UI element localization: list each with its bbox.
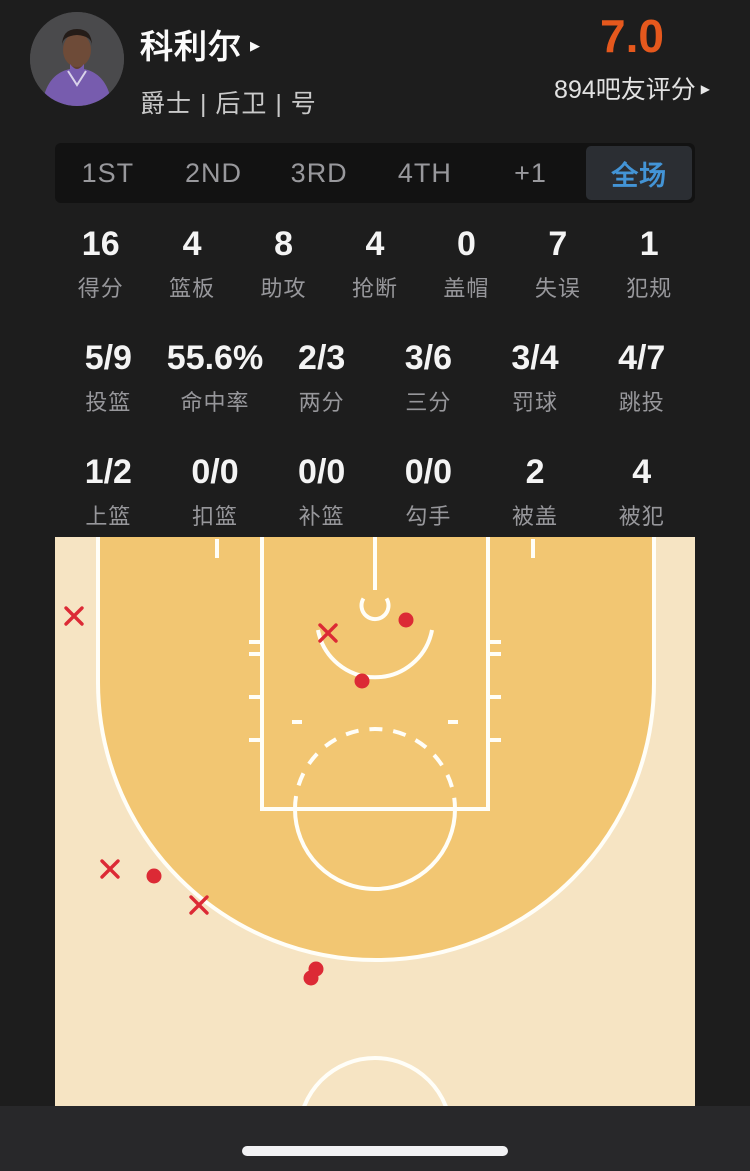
halfcourt-diagram — [55, 537, 695, 1106]
quarter-tabbar: 1ST 2ND 3RD 4TH +1 全场 — [55, 143, 695, 203]
bottom-bar — [0, 1106, 750, 1171]
name-arrow-icon: ▶ — [250, 38, 260, 53]
free-throw-circle-dashed-half — [293, 727, 457, 810]
three-point-line — [96, 537, 656, 962]
stat-points: 16 得分 — [77, 225, 124, 301]
free-throw-circle-solid-half — [293, 808, 457, 891]
player-photo — [30, 12, 124, 106]
stat-ft: 3/4 罚球 — [511, 339, 559, 415]
stat-layup: 1/2 上篮 — [84, 453, 132, 529]
missed-shot-marker — [318, 623, 338, 643]
player-name: 科利尔 — [140, 28, 242, 65]
stat-got-blocked: 2 被盖 — [512, 453, 559, 529]
lane-lines — [260, 537, 490, 811]
stats-row-1: 16 得分 4 篮板 8 助攻 4 抢断 0 盖帽 7 失误 1 犯规 — [55, 226, 695, 302]
tab-3rd[interactable]: 3RD — [290, 157, 348, 188]
rating-block[interactable]: 7.0 894吧友评分 ▶ — [554, 12, 710, 106]
restricted-area-arc — [316, 629, 434, 680]
made-shot-marker — [308, 961, 324, 977]
stat-hook: 0/0 勾手 — [404, 453, 452, 529]
made-shot-marker — [146, 868, 162, 884]
stats-row-2: 5/9 投篮 55.6% 命中率 2/3 两分 3/6 三分 3/4 罚球 4/7 跳投 — [55, 340, 695, 416]
stats-section: 16 得分 4 篮板 8 助攻 4 抢断 0 盖帽 7 失误 1 犯规 5/9 投篮 55.6%… — [55, 226, 695, 530]
court-inside-arc-area — [98, 537, 654, 960]
stat-rebounds: 4 篮板 — [169, 225, 216, 301]
stat-blocks: 0 盖帽 — [443, 225, 490, 301]
tab-4th[interactable]: 4TH — [397, 157, 452, 188]
stat-dunk: 0/0 扣篮 — [191, 453, 239, 529]
player-info: 爵士 | 后卫 | 号 — [140, 90, 317, 118]
stat-fouled-on: 4 被犯 — [618, 453, 665, 529]
tab-overtime[interactable]: +1 — [514, 157, 547, 188]
shot-chart — [55, 537, 695, 1106]
tab-1st[interactable]: 1ST — [81, 157, 135, 188]
lane-hash-marks — [249, 640, 501, 742]
tab-full-game[interactable]: 全场 — [586, 146, 693, 200]
hoop-circle — [359, 597, 391, 621]
rating-value: 7.0 — [600, 10, 664, 62]
rating-count: 894吧友评分 — [554, 76, 696, 104]
tab-2nd[interactable]: 2ND — [185, 157, 243, 188]
missed-shot-marker — [189, 895, 209, 915]
stat-2pt: 2/3 两分 — [298, 339, 346, 415]
stat-fg: 5/9 投篮 — [84, 339, 132, 415]
rating-arrow-icon: ▶ — [700, 82, 710, 96]
stats-row-3: 1/2 上篮 0/0 扣篮 0/0 补篮 0/0 勾手 2 被盖 4 被犯 — [55, 454, 695, 530]
home-indicator[interactable] — [242, 1146, 508, 1156]
stat-jumpshot: 4/7 跳投 — [618, 339, 666, 415]
stat-fg-pct: 55.6% 命中率 — [166, 339, 264, 415]
player-avatar[interactable] — [30, 12, 124, 106]
center-circle — [302, 1056, 448, 1106]
stat-steals: 4 抢断 — [351, 225, 398, 301]
stat-turnovers: 7 失误 — [534, 225, 581, 301]
made-shot-marker — [398, 612, 414, 628]
shot-markers — [64, 606, 414, 986]
stat-fouls: 1 犯规 — [626, 225, 673, 301]
missed-shot-marker — [64, 606, 84, 626]
stat-assists: 8 助攻 — [260, 225, 307, 301]
player-name-block[interactable]: 科利尔 ▶ 爵士 | 后卫 | 号 — [140, 20, 317, 120]
stat-3pt: 3/6 三分 — [404, 339, 452, 415]
made-shot-marker — [354, 673, 370, 689]
missed-shot-marker — [100, 859, 120, 879]
baseline-ticks — [215, 539, 535, 558]
player-header: 科利尔 ▶ 爵士 | 后卫 | 号 7.0 894吧友评分 ▶ — [0, 0, 750, 118]
stat-tipin: 0/0 补篮 — [298, 453, 346, 529]
